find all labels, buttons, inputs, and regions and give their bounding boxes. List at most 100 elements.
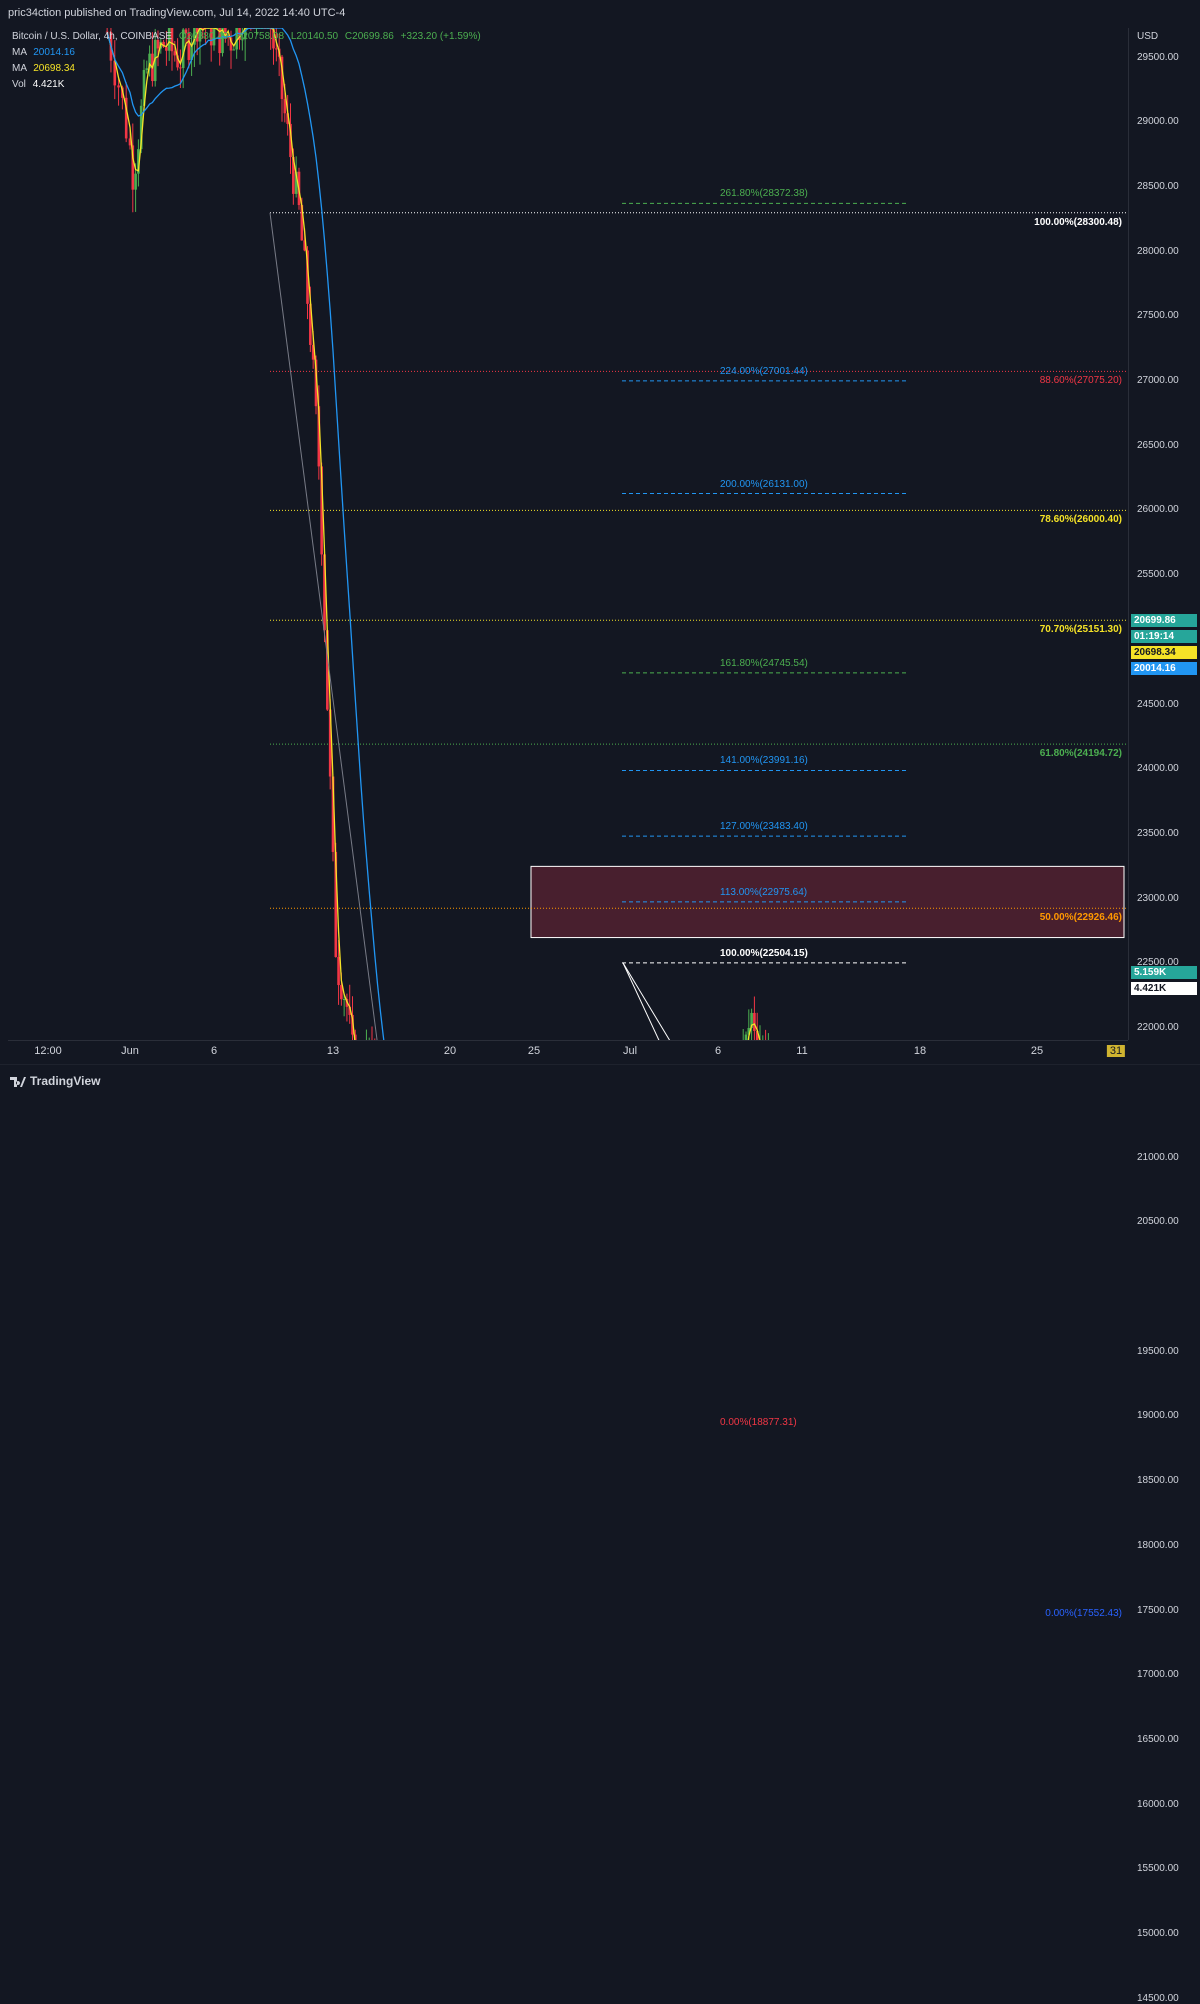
candle-body [334, 851, 338, 957]
candle-body [314, 359, 318, 407]
legend-high: H20758.08 [235, 31, 285, 42]
candle-body [286, 113, 289, 124]
price-tick: 24000.00 [1137, 763, 1179, 775]
time-axis[interactable]: 12:00 Jun 6 13 20 25 Jul 6 11 18 25 31 [8, 1040, 1128, 1065]
candle-body [117, 85, 120, 88]
legend-row-ohlc: Bitcoin / U.S. Dollar, 4h, COINBASE O203… [12, 31, 481, 42]
candle-body [289, 123, 292, 158]
price-tick: 28000.00 [1137, 245, 1179, 257]
price-tick: 18500.00 [1137, 1475, 1179, 1487]
fib-extension-label: 113.00%(22975.64) [720, 886, 808, 898]
price-tick: 16500.00 [1137, 1733, 1179, 1745]
currency-label: USD [1137, 31, 1159, 42]
candle-body [124, 97, 128, 139]
candle-body [148, 53, 151, 69]
fib-extension-label: 261.80%(28372.38) [720, 188, 808, 200]
candle-body [323, 554, 326, 631]
fib-retracement-label: 70.70%(25151.30) [1039, 624, 1122, 636]
price-chart[interactable] [8, 28, 1128, 1040]
candle-body [744, 1034, 748, 1040]
price-tag: 01:19:14 [1131, 630, 1197, 643]
candle-body [193, 28, 196, 45]
ma-fast-line [106, 28, 761, 1040]
price-tick: 26500.00 [1137, 439, 1179, 451]
time-tick: 18 [913, 1045, 927, 1057]
candle-body [212, 28, 216, 46]
candle-body [311, 344, 315, 360]
ma1-value: 20014.16 [33, 47, 75, 58]
vol-value: 4.421K [32, 79, 65, 90]
candle-body [309, 303, 312, 345]
fib-retracement-label: 78.60%(26000.40) [1039, 514, 1122, 526]
candle-body [209, 28, 213, 46]
fib-retracement-label: 50.00%(22926.46) [1039, 912, 1122, 924]
top-bar: pric34ction published on TradingView.com… [0, 0, 1200, 28]
time-tick: Jun [121, 1045, 139, 1057]
price-tick: 22500.00 [1137, 957, 1179, 969]
candle-body [306, 250, 309, 304]
candle-body [165, 46, 168, 51]
footer: TradingView [0, 1064, 1200, 1096]
candle-body [167, 28, 171, 51]
candle-body [272, 29, 275, 49]
price-tick: 24500.00 [1137, 698, 1179, 710]
candle-body [187, 33, 191, 61]
vol-label: Vol [12, 79, 26, 90]
candle-body [328, 709, 332, 777]
candle-body [283, 99, 287, 114]
price-tick: 17000.00 [1137, 1669, 1179, 1681]
price-tick: 21000.00 [1137, 1151, 1179, 1163]
legend-symbol: Bitcoin / U.S. Dollar, 4h, COINBASE [12, 31, 173, 42]
fib-extension-label: 200.00%(26131.00) [720, 478, 808, 490]
price-axis[interactable]: USD 29500.00 29000.00 28500.00 28000.00 2750… [1128, 28, 1200, 2004]
candle-body [224, 28, 227, 37]
candle-body [170, 28, 174, 52]
candle-body [747, 1027, 751, 1035]
legend-open: O20380.49 [178, 31, 229, 42]
chart-area[interactable]: Bitcoin / U.S. Dollar, 4h, COINBASE O203… [8, 28, 1128, 1619]
candle-body [137, 149, 140, 174]
candle-body [235, 28, 238, 50]
price-tag: 4.421K [1131, 982, 1197, 995]
price-tick: 25500.00 [1137, 569, 1179, 581]
candle-body [243, 28, 247, 40]
price-tag: 5.159K [1131, 966, 1197, 979]
tradingview-logo: TradingView [10, 1074, 100, 1088]
legend-low: L20140.50 [290, 31, 339, 42]
price-tag: 20699.86 [1131, 614, 1197, 627]
candle-body [179, 67, 182, 69]
time-tick: 6 [714, 1045, 722, 1057]
candle-body [145, 68, 149, 70]
published-note: pric34ction published on TradingView.com… [8, 7, 346, 19]
fib-diagonal [269, 212, 378, 1040]
price-tick: 27000.00 [1137, 375, 1179, 387]
candle-body [128, 138, 132, 146]
price-tick: 29500.00 [1137, 51, 1179, 63]
candle-body [755, 1030, 759, 1040]
price-tick: 15000.00 [1137, 1928, 1179, 1940]
fib-extension-label: 161.80%(24745.54) [720, 657, 808, 669]
candle-body [280, 56, 284, 100]
candle-body [320, 466, 323, 555]
candle-body [303, 240, 306, 251]
candle-body [331, 776, 335, 852]
price-tick: 23000.00 [1137, 892, 1179, 904]
fib-retracement-label: 88.60%(27075.20) [1039, 375, 1122, 387]
fib-retracement-label: 100.00%(28300.48) [1034, 216, 1122, 228]
price-tick: 19500.00 [1137, 1345, 1179, 1357]
candle-body [184, 29, 188, 34]
candle-body [181, 29, 185, 69]
ma-slow-line [106, 28, 385, 1040]
legend-row-ma2: MA 20698.34 [12, 63, 75, 74]
candle-body [348, 1006, 352, 1015]
candle-body [750, 1012, 753, 1028]
time-tick: 31 [1106, 1045, 1126, 1057]
candle-body [131, 145, 135, 190]
brand-name: TradingView [30, 1074, 101, 1088]
price-tick: 15500.00 [1137, 1863, 1179, 1875]
price-tick: 29000.00 [1137, 116, 1179, 128]
legend-change: +323.20 (+1.59%) [400, 31, 481, 42]
candle-body [294, 171, 298, 194]
candle-body [326, 630, 329, 710]
trendline-lower [622, 962, 660, 1040]
